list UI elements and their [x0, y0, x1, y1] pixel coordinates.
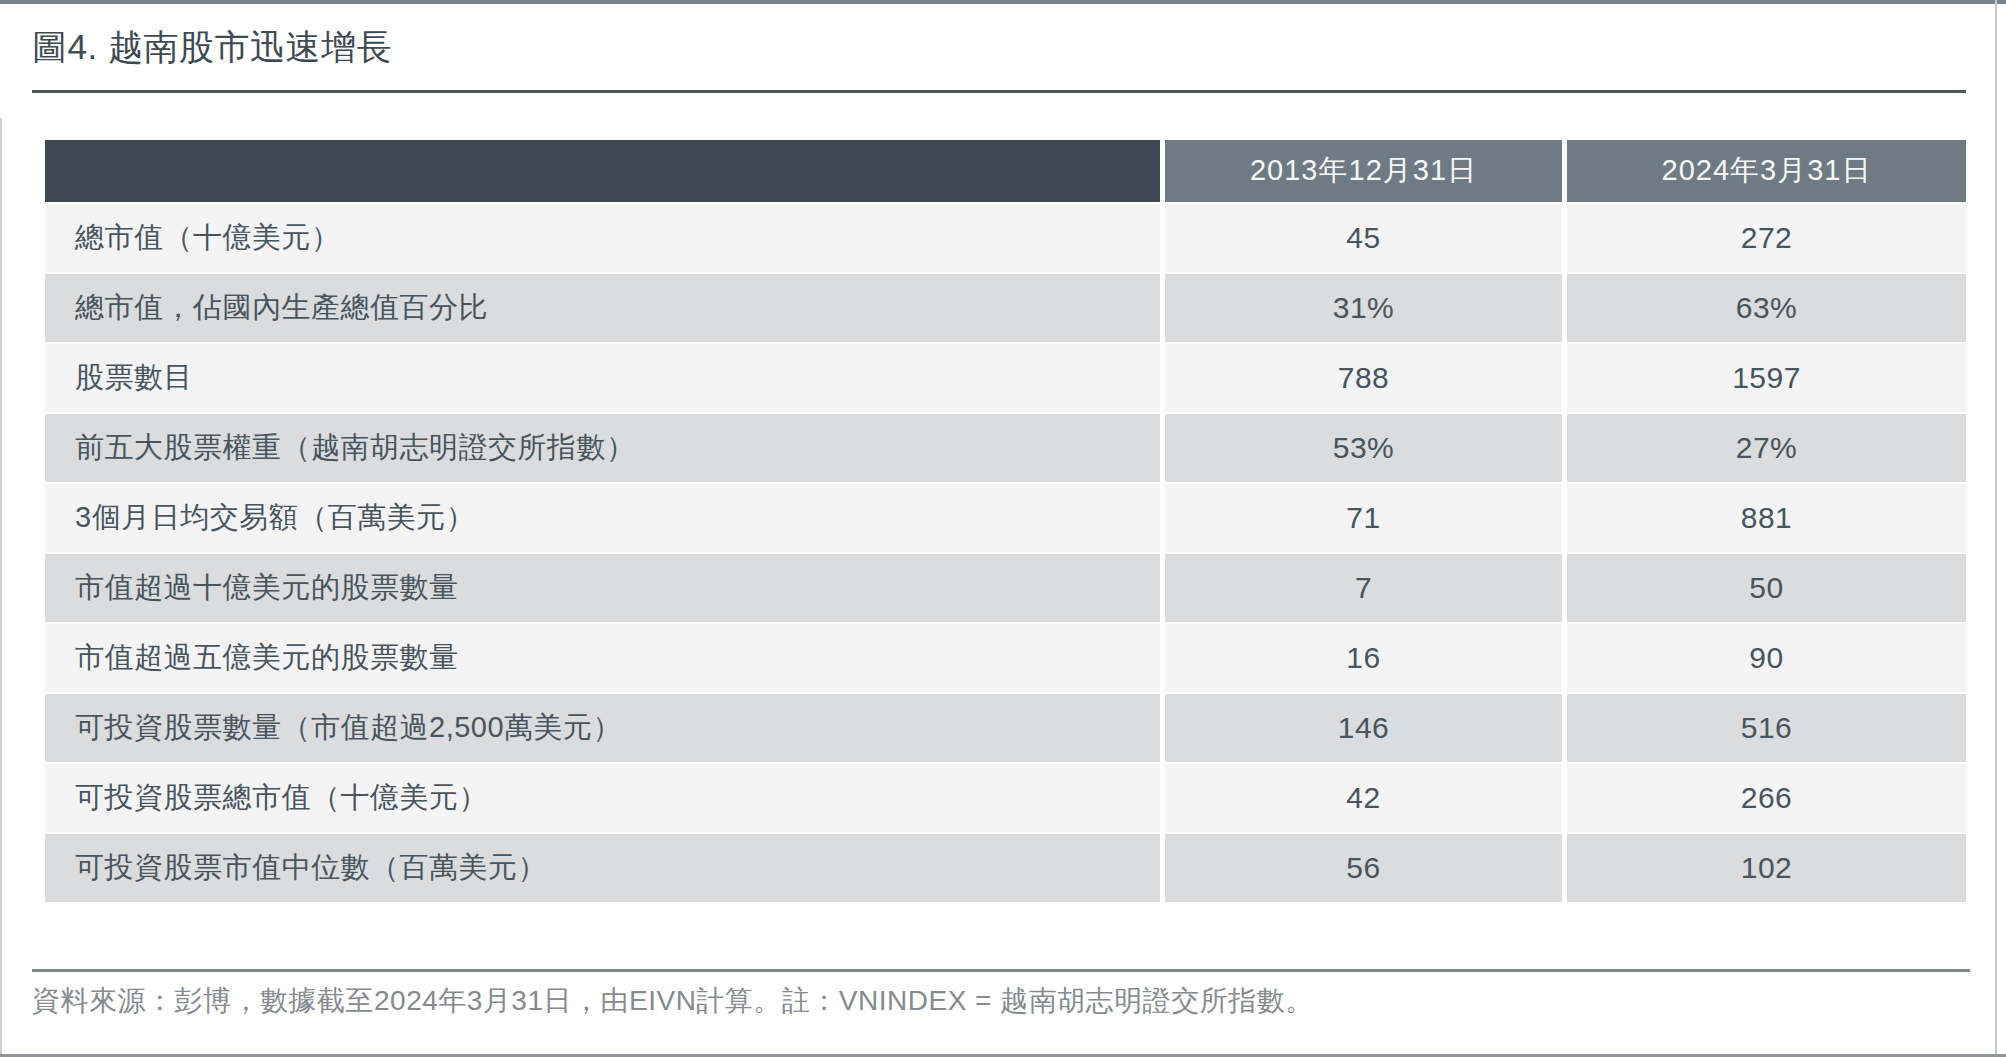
value-2013: 31% [1165, 274, 1562, 342]
value-2024: 516 [1567, 694, 1966, 762]
row-label: 市值超過五億美元的股票數量 [45, 624, 1160, 692]
figure-page: 圖4. 越南股市迅速增長 2013年12月31日 2024年3月31日 總市值（… [0, 0, 2006, 1057]
source-note: 資料來源：彭博，數據截至2024年3月31日，由EIVN計算。註：VNINDEX… [32, 982, 1314, 1020]
value-2013: 56 [1165, 834, 1562, 902]
value-2024: 266 [1567, 764, 1966, 832]
page-right-border [1995, 0, 1997, 1057]
row-label: 可投資股票市值中位數（百萬美元） [45, 834, 1160, 902]
value-2013: 71 [1165, 484, 1562, 552]
value-2013: 42 [1165, 764, 1562, 832]
value-2013: 45 [1165, 204, 1562, 272]
value-2024: 881 [1567, 484, 1966, 552]
value-2013: 146 [1165, 694, 1562, 762]
data-table: 2013年12月31日 2024年3月31日 總市值（十億美元） 45 272 … [45, 140, 1966, 902]
value-2013: 7 [1165, 554, 1562, 622]
value-2024: 102 [1567, 834, 1966, 902]
footer-divider [32, 969, 1970, 972]
header-col-2024: 2024年3月31日 [1567, 140, 1966, 202]
row-label: 總市值（十億美元） [45, 204, 1160, 272]
value-2024: 90 [1567, 624, 1966, 692]
page-left-border [0, 118, 2, 1057]
value-2024: 63% [1567, 274, 1966, 342]
row-label: 市值超過十億美元的股票數量 [45, 554, 1160, 622]
value-2013: 788 [1165, 344, 1562, 412]
row-label: 3個月日均交易額（百萬美元） [45, 484, 1160, 552]
row-label: 前五大股票權重（越南胡志明證交所指數） [45, 414, 1160, 482]
value-2013: 16 [1165, 624, 1562, 692]
figure-title: 圖4. 越南股市迅速增長 [32, 26, 392, 68]
value-2024: 272 [1567, 204, 1966, 272]
value-2024: 27% [1567, 414, 1966, 482]
row-label: 總市值，佔國內生產總值百分比 [45, 274, 1160, 342]
value-2024: 50 [1567, 554, 1966, 622]
header-corner-cell [45, 140, 1160, 202]
value-2024: 1597 [1567, 344, 1966, 412]
page-top-border [0, 0, 2006, 4]
value-2013: 53% [1165, 414, 1562, 482]
row-label: 可投資股票總市值（十億美元） [45, 764, 1160, 832]
title-divider [32, 90, 1966, 93]
row-label: 股票數目 [45, 344, 1160, 412]
row-label: 可投資股票數量（市值超過2,500萬美元） [45, 694, 1160, 762]
header-col-2013: 2013年12月31日 [1165, 140, 1562, 202]
